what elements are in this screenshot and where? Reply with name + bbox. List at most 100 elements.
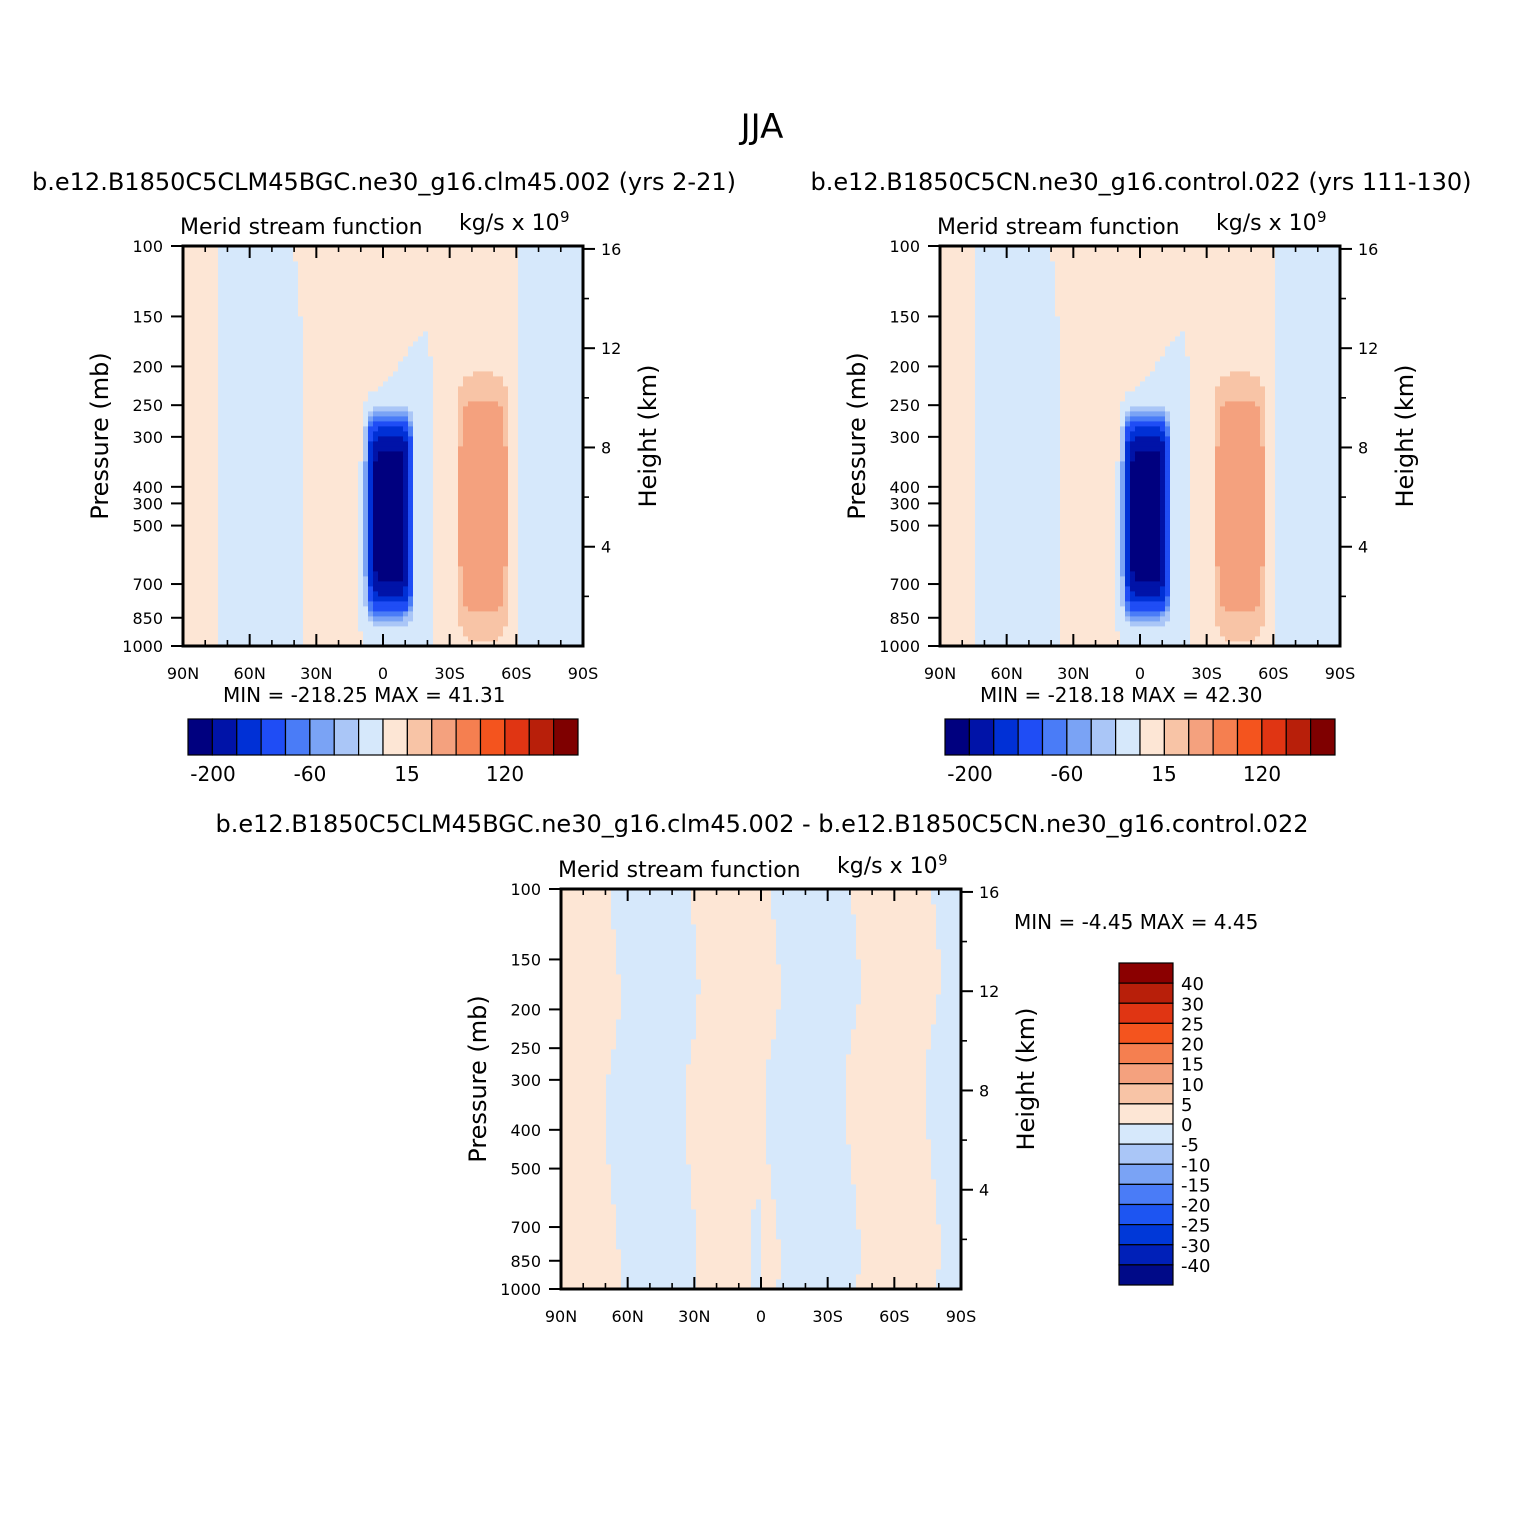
panel-1-cell bbox=[443, 541, 449, 547]
panel-1-cell bbox=[483, 421, 489, 427]
panel-1-cell bbox=[283, 601, 289, 607]
panel-1-cell bbox=[373, 321, 379, 327]
panel-1-cell bbox=[398, 431, 404, 437]
panel-1-cell bbox=[378, 341, 384, 347]
panel-1-cell bbox=[183, 416, 189, 422]
panel-1-cell bbox=[338, 601, 344, 607]
panel-1-cell bbox=[223, 626, 229, 632]
panel-1-cell bbox=[243, 386, 249, 392]
panel-1-cell bbox=[203, 526, 209, 532]
panel-1-cell bbox=[393, 571, 399, 577]
panel-1-cell bbox=[438, 481, 444, 487]
panel-1-cell bbox=[378, 246, 384, 252]
panel-1-cell bbox=[358, 621, 364, 627]
panel-1-cell bbox=[398, 366, 404, 372]
panel-1-cell bbox=[193, 506, 199, 512]
panel-1-cell bbox=[373, 366, 379, 372]
panel-1-cell bbox=[438, 441, 444, 447]
panel-1-cell bbox=[268, 466, 274, 472]
panel-1-cell bbox=[353, 311, 359, 317]
panel-1-cell bbox=[493, 571, 499, 577]
panel-1-cell bbox=[343, 446, 349, 452]
panel-1-cell bbox=[403, 541, 409, 547]
panel-1-cell bbox=[443, 471, 449, 477]
panel-1-cell bbox=[403, 596, 409, 602]
panel-1-cell bbox=[243, 336, 249, 342]
panel-1-cell bbox=[243, 381, 249, 387]
panel-1-cell bbox=[253, 491, 259, 497]
panel-1-cell bbox=[493, 491, 499, 497]
panel-1-cell bbox=[198, 576, 204, 582]
panel-1-cell bbox=[368, 386, 374, 392]
panel-1-cell bbox=[243, 391, 249, 397]
panel-1-cell bbox=[348, 446, 354, 452]
panel-1-cell bbox=[218, 456, 224, 462]
panel-1-cell bbox=[318, 251, 324, 257]
panel-1-cell bbox=[223, 506, 229, 512]
panel-1-cell bbox=[423, 606, 429, 612]
panel-1-cell bbox=[313, 491, 319, 497]
panel-1-cell bbox=[258, 456, 264, 462]
panel-1-cell bbox=[358, 591, 364, 597]
panel-1-cell bbox=[333, 426, 339, 432]
panel-1-cell bbox=[418, 581, 424, 587]
panel-1-cell bbox=[463, 326, 469, 332]
panel-1-cell bbox=[363, 516, 369, 522]
panel-1-cell bbox=[473, 291, 479, 297]
panel-1-cell bbox=[453, 491, 459, 497]
panel-1-cell bbox=[448, 466, 454, 472]
panel-1-cell bbox=[318, 596, 324, 602]
panel-1-cell bbox=[393, 631, 399, 637]
panel-1-cell bbox=[288, 571, 294, 577]
panel-1-cell bbox=[218, 611, 224, 617]
panel-1-cell bbox=[363, 471, 369, 477]
panel-1-cell bbox=[258, 286, 264, 292]
panel-1-cell bbox=[208, 316, 214, 322]
panel-1-cell bbox=[458, 501, 464, 507]
panel-1-cell bbox=[458, 566, 464, 572]
panel-1-cell bbox=[293, 566, 299, 572]
panel-1-cell bbox=[313, 386, 319, 392]
panel-1-cell bbox=[213, 561, 219, 567]
panel-1-cell bbox=[368, 481, 374, 487]
panel-1-cell bbox=[228, 626, 234, 632]
panel-1-cell bbox=[303, 511, 309, 517]
panel-1-cell bbox=[413, 566, 419, 572]
panel-1-cell bbox=[403, 441, 409, 447]
panel-1-cell bbox=[483, 511, 489, 517]
panel-1-cell bbox=[433, 346, 439, 352]
panel-1-cell bbox=[348, 316, 354, 322]
panel-1-cell bbox=[448, 441, 454, 447]
panel-1-cell bbox=[308, 326, 314, 332]
panel-1-cell bbox=[438, 446, 444, 452]
panel-1-cell bbox=[473, 381, 479, 387]
panel-1-cell bbox=[378, 396, 384, 402]
panel-1-cell bbox=[443, 421, 449, 427]
panel-1-cell bbox=[268, 436, 274, 442]
panel-1-cell bbox=[488, 481, 494, 487]
panel-1-cell bbox=[478, 361, 484, 367]
panel-1-cell bbox=[253, 381, 259, 387]
panel-1-cell bbox=[258, 416, 264, 422]
panel-1-cell bbox=[253, 611, 259, 617]
panel-1-cell bbox=[358, 441, 364, 447]
panel-1-cell bbox=[408, 486, 414, 492]
panel-1-cell bbox=[483, 466, 489, 472]
panel-1-cell bbox=[283, 331, 289, 337]
panel-1-cell bbox=[353, 501, 359, 507]
panel-1-cell bbox=[443, 261, 449, 267]
panel-1-cell bbox=[388, 386, 394, 392]
panel-1-cell bbox=[448, 616, 454, 622]
panel-1-cell bbox=[223, 416, 229, 422]
panel-1-cell bbox=[378, 261, 384, 267]
panel-1-cell bbox=[423, 561, 429, 567]
panel-1-cell bbox=[208, 411, 214, 417]
panel-1-cell bbox=[358, 336, 364, 342]
panel-1-cell bbox=[203, 606, 209, 612]
panel-1-cell bbox=[338, 491, 344, 497]
panel-1-cell bbox=[398, 606, 404, 612]
panel-1-cell bbox=[323, 511, 329, 517]
panel-1-cell bbox=[398, 301, 404, 307]
panel-1-cell bbox=[213, 261, 219, 267]
panel-1-cell bbox=[238, 506, 244, 512]
